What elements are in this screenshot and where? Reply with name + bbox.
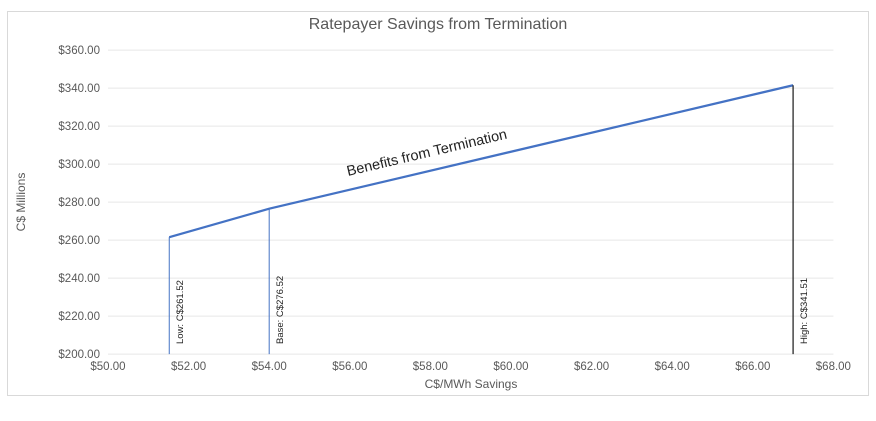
svg-text:$62.00: $62.00: [574, 361, 609, 373]
svg-text:$360.00: $360.00: [58, 45, 100, 57]
svg-text:$340.00: $340.00: [58, 83, 100, 95]
svg-text:$56.00: $56.00: [332, 361, 367, 373]
svg-text:$280.00: $280.00: [58, 197, 100, 209]
svg-text:$66.00: $66.00: [735, 361, 770, 373]
svg-text:$64.00: $64.00: [655, 361, 690, 373]
svg-text:$300.00: $300.00: [58, 159, 100, 171]
svg-text:C$ Millions: C$ Millions: [14, 173, 28, 232]
svg-text:$52.00: $52.00: [171, 361, 206, 373]
svg-text:$320.00: $320.00: [58, 121, 100, 133]
svg-text:$60.00: $60.00: [493, 361, 528, 373]
svg-text:$68.00: $68.00: [816, 361, 851, 373]
svg-text:High: C$341.51: High: C$341.51: [799, 278, 810, 344]
svg-text:C$/MWh Savings: C$/MWh Savings: [425, 377, 518, 391]
svg-text:$58.00: $58.00: [413, 361, 448, 373]
svg-text:$200.00: $200.00: [58, 349, 100, 361]
svg-text:Base: C$276.52: Base: C$276.52: [275, 276, 286, 344]
svg-text:$50.00: $50.00: [90, 361, 125, 373]
svg-text:$260.00: $260.00: [58, 235, 100, 247]
svg-text:$54.00: $54.00: [252, 361, 287, 373]
svg-text:$220.00: $220.00: [58, 311, 100, 323]
svg-text:$240.00: $240.00: [58, 273, 100, 285]
svg-text:Low: C$261.52: Low: C$261.52: [175, 280, 186, 344]
